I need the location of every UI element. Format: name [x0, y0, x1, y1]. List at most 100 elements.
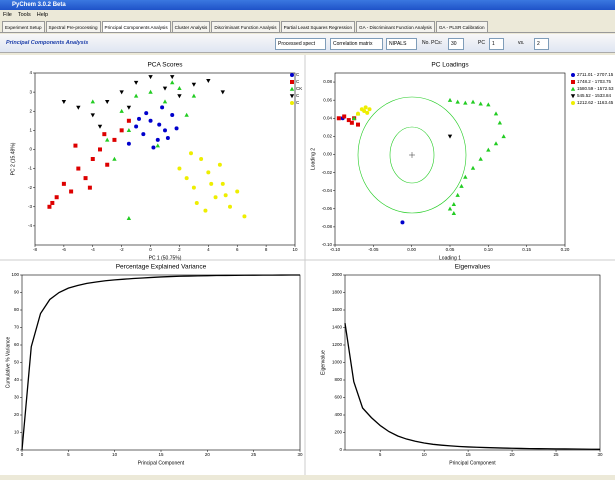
label: vs. [518, 40, 525, 46]
point [148, 89, 153, 94]
point [493, 141, 499, 146]
point [486, 147, 491, 152]
point [133, 93, 139, 98]
point [451, 211, 457, 216]
menu-bar: File Tools Help [0, 10, 615, 20]
point [90, 157, 95, 161]
legend-swatch [570, 94, 576, 99]
point [459, 183, 464, 188]
point [184, 176, 189, 181]
tab[interactable]: GA - Discriminant Function Analysis [356, 21, 435, 32]
dropdown[interactable]: Correlation matrix [330, 38, 384, 50]
point [61, 99, 67, 104]
point [119, 108, 124, 113]
tab[interactable]: Spectral Pre-processing [45, 21, 101, 32]
tab[interactable]: Principal Components Analysis [101, 21, 171, 32]
point [228, 204, 232, 209]
point [501, 134, 506, 139]
tab[interactable]: GA - PLSR Calibration [435, 21, 488, 32]
y-tick-label: 600 [334, 395, 342, 400]
label: PC [478, 40, 485, 46]
point [184, 112, 189, 117]
point [126, 141, 131, 146]
point [162, 86, 168, 91]
y-tick-label: 3 [29, 89, 32, 94]
point [170, 75, 175, 80]
y-tick-label: -1 [28, 166, 32, 171]
y-tick-label: 90 [14, 290, 20, 295]
x-tick-label: -6 [62, 247, 66, 252]
chart-title: Eigenvalues [455, 264, 491, 271]
y-axis-label: PC 2 (15.48%) [10, 142, 16, 175]
point [144, 111, 149, 116]
x-tick-label: 0.05 [446, 247, 455, 252]
point [235, 189, 240, 194]
point [486, 102, 491, 107]
tab[interactable]: Discriminant Function Analysis [211, 21, 280, 32]
point [177, 94, 182, 99]
menu-item[interactable]: File [3, 12, 12, 18]
y-tick-label: 2000 [332, 272, 343, 277]
point [367, 107, 372, 112]
plot-frame [344, 274, 601, 451]
point [126, 105, 132, 110]
x-axis-label: PC 1 (50.75%) [149, 255, 182, 261]
x-tick-label: -0.10 [330, 247, 341, 252]
legend-swatch [290, 73, 294, 77]
x-tick-label: -2 [120, 247, 124, 252]
y-tick-label: 0 [339, 447, 342, 452]
point [447, 97, 453, 102]
menu-item[interactable]: Tools [17, 12, 31, 18]
legend-swatch [290, 101, 294, 105]
point [346, 118, 351, 123]
x-tick-label: 20 [205, 452, 211, 457]
spin-box[interactable]: 30 [448, 38, 464, 50]
point [447, 134, 453, 139]
point [165, 135, 170, 140]
x-tick-label: 30 [297, 452, 303, 457]
y-tick-label: 0.04 [323, 115, 332, 120]
x-tick-label: 4 [207, 247, 210, 252]
point [157, 122, 162, 127]
tab[interactable]: Experiment Setup [2, 21, 45, 32]
point [151, 145, 156, 150]
point [119, 128, 124, 133]
point [155, 137, 160, 142]
legend-swatch [570, 86, 576, 91]
x-axis-label: Principal Component [449, 460, 496, 466]
spin-box[interactable]: 1 [489, 38, 504, 50]
point [217, 162, 222, 167]
legend-swatch [290, 80, 294, 84]
y-tick-label: -0.06 [322, 206, 333, 211]
point [170, 113, 175, 118]
dropdown[interactable]: NIPALS [386, 38, 418, 50]
point [160, 105, 165, 110]
point [177, 166, 182, 171]
x-tick-label: 0 [149, 247, 152, 252]
x-tick-label: 6 [236, 247, 239, 252]
point [47, 204, 52, 209]
y-tick-label: 0.08 [323, 79, 332, 84]
tab[interactable]: Partial Least Squares Regression [280, 21, 356, 32]
toolbar: Principal Components Analysis Processed … [0, 34, 615, 53]
point [349, 120, 354, 125]
point [155, 143, 160, 148]
y-tick-label: 70 [14, 325, 20, 330]
point [76, 105, 81, 110]
y-tick-label: 0.06 [323, 97, 332, 102]
menu-item[interactable]: Help [36, 12, 49, 18]
x-tick-label: -4 [91, 247, 95, 252]
point [112, 156, 117, 161]
tab[interactable]: Cluster Analysis [171, 21, 211, 32]
legend-label: 2711.01 - 2707.15 [577, 72, 614, 77]
spin-box[interactable]: 2 [534, 38, 549, 50]
x-tick-label: 25 [554, 452, 560, 457]
dropdown[interactable]: Processed spect [275, 38, 326, 50]
y-tick-label: 10 [14, 430, 20, 435]
x-tick-label: 0.15 [522, 247, 531, 252]
point [73, 143, 78, 148]
point [351, 115, 357, 120]
point [455, 99, 460, 104]
panel-title: Principal Components Analysis [6, 40, 89, 46]
y-tick-label: -3 [28, 204, 32, 209]
